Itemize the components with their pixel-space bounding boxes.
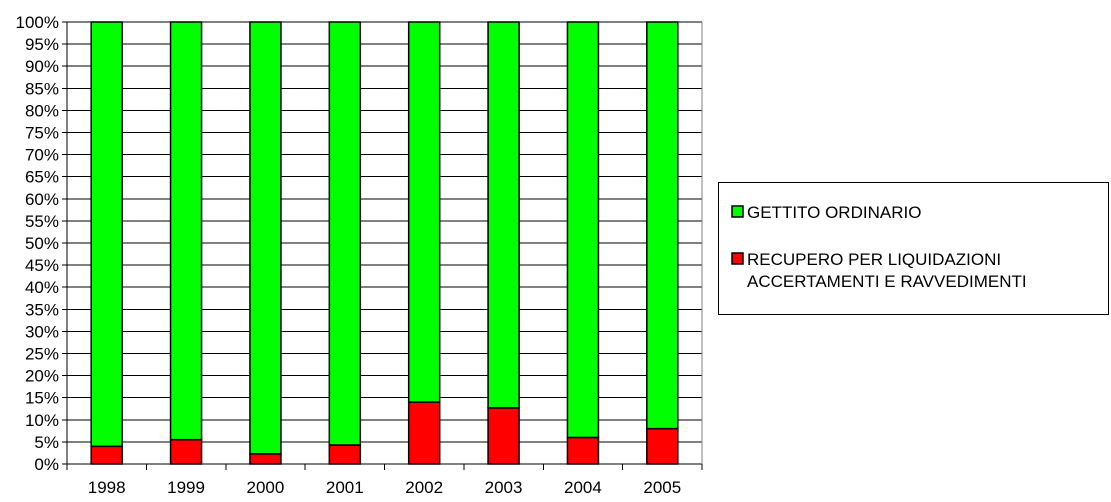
x-axis-tick-labels: 1998 1999 2000 2001 2002 2003 2004 2005 — [88, 478, 681, 497]
x-tick-label: 2005 — [643, 478, 681, 497]
bar-segment-recupero-2003 — [487, 407, 520, 465]
y-tick-label: 35% — [25, 300, 59, 319]
bar-segment-recupero-2004 — [566, 436, 600, 465]
y-tick-label: 65% — [25, 168, 59, 187]
bar-segment-gettito-2004 — [566, 21, 600, 439]
bar-segment-recupero-2001 — [328, 444, 362, 465]
y-tick-label: 45% — [25, 256, 59, 275]
y-tick-label: 85% — [25, 79, 59, 98]
y-tick-label: 40% — [25, 278, 59, 297]
legend: GETTITO ORDINARIO RECUPERO PER LIQUIDAZIO… — [718, 182, 1109, 315]
y-tick-label: 95% — [25, 35, 59, 54]
y-tick-label: 90% — [25, 57, 59, 76]
legend-swatch-gettito — [731, 205, 744, 218]
bar-segment-recupero-1999 — [169, 438, 203, 465]
y-tick-label: 75% — [25, 124, 59, 143]
legend-box — [718, 182, 1109, 315]
y-tick-label: 55% — [25, 212, 59, 231]
y-tick-label: 100% — [16, 13, 59, 32]
bar-segment-gettito-2001 — [328, 21, 362, 446]
legend-label-gettito: GETTITO ORDINARIO — [747, 203, 921, 222]
y-tick-label: 30% — [25, 322, 59, 341]
y-tick-label: 50% — [25, 234, 59, 253]
bars — [90, 21, 679, 465]
bar-segment-gettito-2002 — [407, 21, 441, 403]
x-tick-label: 2001 — [326, 478, 364, 497]
bar-segment-gettito-1998 — [90, 21, 123, 448]
x-tick-label: 2002 — [405, 478, 443, 497]
bar-segment-recupero-2000 — [249, 453, 282, 465]
x-tick-label: 2004 — [564, 478, 602, 497]
axes — [62, 21, 703, 470]
bar-segment-gettito-1999 — [169, 21, 203, 441]
y-tick-label: 0% — [34, 455, 59, 474]
y-tick-label: 60% — [25, 190, 59, 209]
legend-swatch-recupero — [731, 252, 744, 265]
y-tick-label: 70% — [25, 146, 59, 165]
x-tick-label: 2000 — [247, 478, 285, 497]
y-tick-label: 80% — [25, 101, 59, 120]
x-tick-label: 1998 — [88, 478, 126, 497]
y-tick-label: 5% — [34, 433, 59, 452]
y-tick-label: 25% — [25, 345, 59, 364]
legend-label-recupero: RECUPERO PER LIQUIDAZIONI — [747, 250, 1001, 269]
x-tick-label: 1999 — [167, 478, 205, 497]
bar-segment-recupero-2002 — [407, 401, 441, 465]
legend-label-recupero: ACCERTAMENTI E RAVVEDIMENTI — [747, 272, 1027, 291]
x-tick-label: 2003 — [485, 478, 523, 497]
gridlines — [67, 21, 702, 443]
y-tick-label: 15% — [25, 389, 59, 408]
bar-segment-recupero-2005 — [646, 427, 679, 465]
y-axis-tick-labels: 0% 5% 10% 15% 20% 25% 30% 35% 40% 45% 50% 55% 60% 65%… — [16, 13, 59, 474]
y-tick-label: 10% — [25, 411, 59, 430]
bar-segment-gettito-2000 — [249, 21, 282, 455]
bar-segment-recupero-1998 — [90, 445, 123, 465]
bar-segment-gettito-2003 — [487, 21, 520, 409]
bar-segment-gettito-2005 — [646, 21, 679, 430]
y-tick-label: 20% — [25, 367, 59, 386]
